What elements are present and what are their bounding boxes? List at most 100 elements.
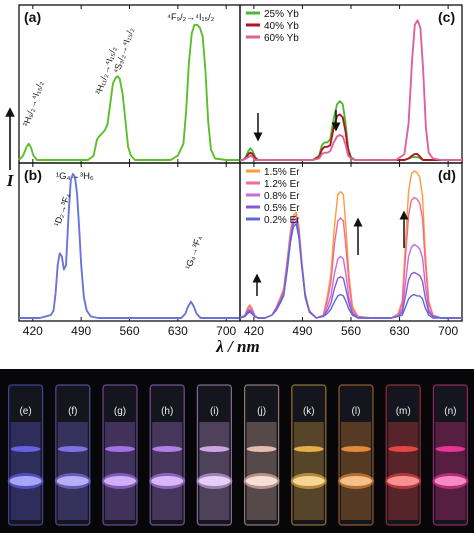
- cuvette-glass: [8, 384, 44, 526]
- cuvette-label: (l): [352, 406, 361, 417]
- cuvette-solution: [105, 422, 135, 520]
- series-line-60-yb: [240, 19, 462, 161]
- panel-frame: [18, 162, 241, 322]
- cuvette: (l): [338, 384, 374, 526]
- cuvette: (k): [290, 384, 327, 526]
- beam-halo: [243, 473, 280, 489]
- x-tick-label: 490: [71, 324, 91, 338]
- legend-label: 0.8% Er: [264, 191, 300, 202]
- legend-label: 1.5% Er: [264, 167, 300, 178]
- panel-label: (d): [438, 167, 456, 183]
- transition-annotation: ²H₉/₂→⁴I₁₅/₂: [21, 79, 45, 127]
- meniscus-glow: [199, 446, 230, 452]
- series-line-0-2-er: [239, 223, 462, 319]
- series-line-40-yb: [240, 113, 462, 161]
- cuvette-solution: [388, 422, 419, 520]
- meniscus-glow: [105, 446, 135, 452]
- cuvette-label: (j): [257, 406, 266, 417]
- legend-label: 1.2% Er: [264, 179, 300, 190]
- beam-halo: [290, 473, 327, 489]
- cuvette-label: (h): [161, 406, 173, 417]
- cuvette-label: (k): [303, 406, 315, 417]
- cuvette-label: (m): [396, 406, 411, 417]
- x-tick-label: 700: [216, 324, 236, 338]
- cuvette-label: (n): [444, 406, 456, 417]
- transition-annotation: ⁴F₉/₂→⁴I₁₅/₂: [167, 12, 214, 22]
- legend-label: 0.2% Er: [264, 215, 300, 226]
- series-line-b: [19, 172, 240, 319]
- transition-annotation: ¹G₄→³F₄: [183, 234, 203, 271]
- x-tick-label: 490: [292, 324, 312, 338]
- cuvette: (i): [196, 384, 233, 526]
- cuvette-glass: [244, 384, 280, 526]
- x-tick-label: 630: [390, 324, 410, 338]
- meniscus-glow: [293, 446, 324, 452]
- y-axis-label: I: [6, 171, 15, 190]
- cuvette-glass: [432, 384, 468, 526]
- meniscus-glow: [341, 446, 371, 452]
- panel-d: 420 490 560 630 700(d)1.5% Er1.2% Er0.8% Er0…: [239, 162, 463, 338]
- beam-halo: [385, 473, 422, 489]
- cuvette-glass: [102, 384, 138, 526]
- panel-label: (a): [24, 9, 41, 25]
- meniscus-glow: [57, 446, 88, 452]
- x-axis-label: λ / nm: [215, 337, 259, 356]
- cuvette-label: (e): [19, 406, 31, 417]
- cuvette: (f): [54, 384, 91, 526]
- cuvette-solution: [435, 422, 466, 520]
- beam-halo: [196, 473, 233, 489]
- beam-halo: [432, 473, 469, 489]
- cuvette-solution: [10, 422, 41, 520]
- cuvette-glass: [149, 384, 185, 526]
- cuvette-label: (f): [68, 406, 77, 417]
- x-tick-label: 560: [341, 324, 361, 338]
- series-line-a: [18, 23, 240, 161]
- x-tick-label: 700: [438, 324, 458, 338]
- meniscus-glow: [246, 446, 277, 452]
- beam-halo: [7, 473, 44, 489]
- legend-label: 25% Yb: [264, 9, 299, 20]
- cuvette-label: (i): [210, 406, 219, 417]
- panel-label: (b): [24, 167, 42, 183]
- x-tick-label: 420: [244, 324, 264, 338]
- cuvette-glass: [196, 384, 232, 526]
- legend-label: 40% Yb: [264, 21, 299, 32]
- meniscus-glow: [152, 446, 183, 452]
- meniscus-glow: [10, 446, 41, 452]
- cuvette: (g): [102, 384, 138, 526]
- beam-halo: [102, 473, 138, 489]
- transition-annotation: ¹G₄→³H₆: [56, 171, 94, 182]
- cuvette-solution: [57, 422, 88, 520]
- legend-label: 0.5% Er: [264, 203, 300, 214]
- cuvette-glass: [291, 384, 327, 526]
- cuvette-label: (g): [114, 406, 126, 417]
- cuvette-glass: [55, 384, 91, 526]
- cuvette-glass: [338, 384, 374, 526]
- beam-halo: [54, 473, 91, 489]
- cuvette-solution: [246, 422, 277, 520]
- x-tick-label: 420: [23, 324, 43, 338]
- panel-label: (c): [438, 9, 455, 25]
- cuvette-solution: [152, 422, 183, 520]
- legend-label: 60% Yb: [264, 33, 299, 44]
- x-tick-label: 560: [119, 324, 139, 338]
- meniscus-glow: [435, 446, 466, 452]
- cuvette: (h): [149, 384, 186, 526]
- trend-arrows: [252, 110, 409, 296]
- chart-panels: (a)²H₉/₂→⁴I₁₅/₂²H₁₁/₂→⁴I₁₅/₂⁴S₃/₂→⁴I₁₅/₂…: [18, 4, 463, 338]
- cuvette-solution: [341, 422, 371, 520]
- x-tick-label: 630: [168, 324, 188, 338]
- cuvette-glass: [385, 384, 421, 526]
- cuvette: (e): [7, 384, 44, 526]
- cuvette-photo: (e) (f) (g) (h) (i) (j) (k) (l) (m) (n): [0, 369, 474, 533]
- beam-halo: [338, 473, 374, 489]
- meniscus-glow: [388, 446, 419, 452]
- cuvette-solution: [199, 422, 230, 520]
- beam-halo: [149, 473, 186, 489]
- panel-a: (a)²H₉/₂→⁴I₁₅/₂²H₁₁/₂→⁴I₁₅/₂⁴S₃/₂→⁴I₁₅/₂…: [18, 4, 241, 164]
- cuvette: (m): [385, 384, 422, 526]
- cuvette: (j): [243, 384, 280, 526]
